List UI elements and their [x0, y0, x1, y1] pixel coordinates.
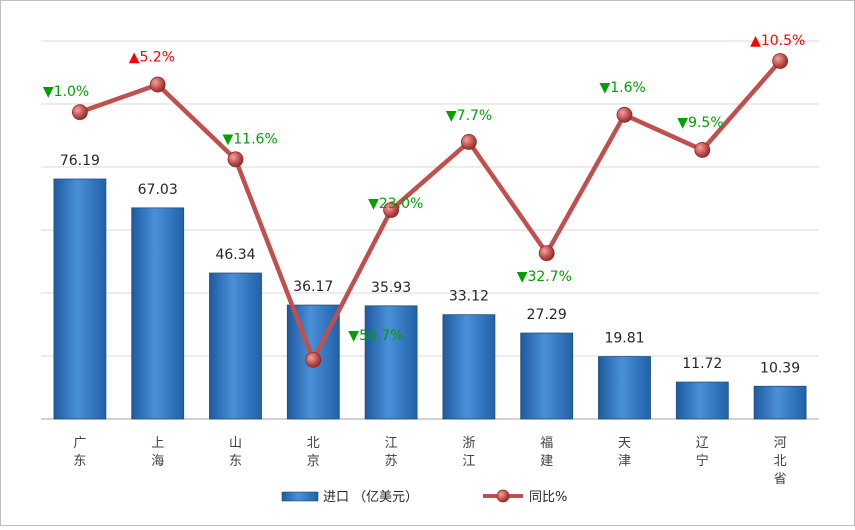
line-path	[79, 59, 782, 363]
category-label: 辽宁	[696, 436, 709, 469]
bar	[520, 332, 574, 420]
legend-bar-swatch	[281, 491, 319, 502]
line-point	[149, 76, 166, 93]
bar-series	[53, 178, 807, 420]
category-label: 天津	[618, 436, 631, 469]
line-point	[383, 202, 400, 218]
category-axis: 广东 上海 山东 北京 江苏 浙江 福建 天津 辽宁 河北省	[73, 436, 786, 487]
bar-value-label: 35.93	[371, 280, 411, 296]
line-value-label: ▼1.6%	[600, 80, 646, 96]
bar-value-label: 46.34	[215, 247, 255, 263]
legend: 进口 （亿美元） 同比%	[281, 489, 567, 505]
bar	[675, 381, 729, 420]
bar	[598, 356, 651, 420]
line-point	[694, 142, 711, 158]
category-label: 上海	[151, 436, 164, 469]
data-labels: 76.19 67.03 46.34 36.17 35.93 33.12 27.29 19.81…	[43, 33, 805, 376]
bar	[53, 178, 107, 420]
line-point	[72, 104, 88, 121]
bar	[442, 314, 496, 420]
line-value-label: ▲10.5%	[750, 33, 805, 49]
legend-line-marker	[496, 489, 510, 503]
category-label: 福建	[540, 436, 553, 469]
bar-value-label: 33.12	[449, 289, 489, 305]
line-value-label: ▼11.6%	[223, 131, 278, 147]
line-point	[305, 351, 322, 368]
bar-value-label: 27.29	[527, 307, 567, 323]
category-label: 北京	[307, 436, 320, 469]
line-point	[616, 106, 633, 123]
category-label: 江苏	[385, 436, 398, 469]
line-value-label: ▼56.7%	[348, 328, 403, 344]
category-label: 浙江	[462, 436, 475, 469]
bar	[364, 305, 418, 420]
bar-value-label: 10.39	[760, 360, 800, 376]
line-series	[72, 53, 788, 368]
line-point	[460, 134, 477, 150]
line-point	[772, 53, 788, 69]
category-label: 山东	[229, 436, 242, 469]
line-point	[538, 245, 555, 262]
line-value-label: ▼32.7%	[517, 269, 572, 285]
bar-value-label: 36.17	[293, 279, 333, 295]
bar	[753, 385, 807, 420]
line-value-label: ▼1.0%	[43, 84, 89, 100]
line-value-label: ▼7.7%	[446, 108, 492, 124]
legend-bar-label: 进口 （亿美元）	[323, 490, 418, 505]
bar-value-label: 76.19	[60, 153, 100, 169]
line-value-label: ▼9.5%	[677, 115, 723, 131]
category-label: 河北省	[774, 436, 787, 487]
bar-value-label: 11.72	[682, 356, 722, 372]
bar	[209, 272, 262, 420]
bar	[131, 207, 185, 420]
line-value-label: ▲5.2%	[129, 50, 175, 66]
bar-value-label: 19.81	[604, 331, 644, 347]
line-point	[227, 151, 244, 168]
legend-line-label: 同比%	[529, 490, 567, 505]
line-value-label: ▼23.0%	[368, 196, 423, 212]
category-label: 广东	[73, 436, 86, 469]
bar-value-label: 67.03	[138, 182, 178, 198]
